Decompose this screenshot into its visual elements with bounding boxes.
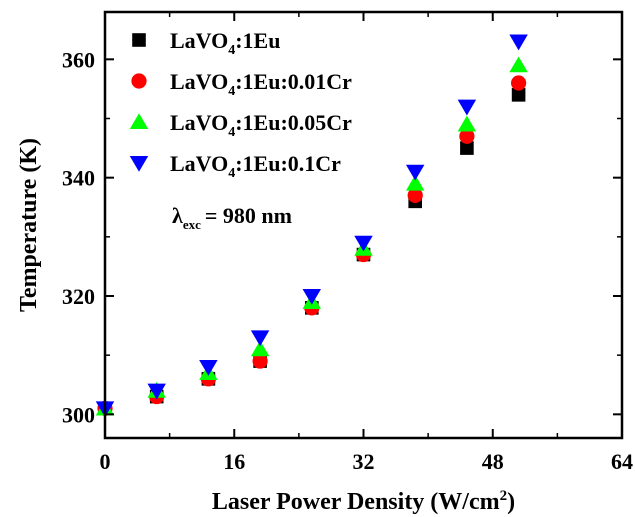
y-tick-label: 340 [62, 166, 95, 191]
data-point [199, 359, 218, 376]
legend-marker [129, 113, 149, 130]
data-point [250, 330, 270, 347]
excitation-annotation: λexc = 980 nm [172, 203, 292, 232]
data-point [405, 164, 425, 181]
data-point [457, 99, 477, 116]
axis-ticks: 0 16 32 48 64 300 320 340 360 [62, 12, 633, 474]
x-axis-label: Laser Power Density (W/cm2) [212, 488, 515, 515]
legend-label: LaVO4:1Eu:0.01Cr [170, 69, 352, 99]
legend-item-0: LaVO4:1Eu [132, 28, 280, 58]
data-point [509, 56, 528, 73]
y-axis-label: Temperature (K) [16, 138, 42, 312]
y-tick-label: 320 [62, 284, 95, 309]
data-point [510, 75, 527, 91]
y-tick-label: 360 [62, 47, 95, 72]
x-tick-label: 16 [223, 449, 245, 474]
legend-label: LaVO4:1Eu:0.1Cr [170, 151, 341, 181]
data-point [511, 88, 526, 102]
data-point [250, 340, 270, 357]
data-point [354, 235, 373, 252]
legend-marker [132, 33, 146, 47]
excitation-subscript: exc [183, 217, 201, 232]
y-tick-label: 300 [62, 402, 95, 427]
data-point [405, 174, 425, 191]
data-point [252, 353, 268, 369]
x-tick-label: 0 [100, 449, 111, 474]
legend: LaVO4:1Eu LaVO4:1Eu:0.01Cr LaVO4:1Eu:0.05C… [129, 28, 352, 181]
x-axis-label-superscript: 2 [500, 488, 508, 504]
legend-item-2: LaVO4:1Eu:0.05Cr [129, 110, 352, 140]
legend-marker [131, 73, 147, 89]
legend-item-1: LaVO4:1Eu:0.01Cr [131, 69, 352, 99]
data-point [302, 288, 322, 305]
data-point [509, 34, 528, 51]
data-point [147, 383, 166, 400]
x-tick-label: 64 [611, 449, 633, 474]
legend-label: LaVO4:1Eu:0.05Cr [170, 110, 352, 140]
legend-item-3: LaVO4:1Eu:0.1Cr [129, 151, 341, 181]
data-point [457, 115, 477, 132]
x-tick-label: 48 [482, 449, 504, 474]
data-point [460, 141, 474, 155]
data-point [459, 128, 475, 144]
legend-label: LaVO4:1Eu [170, 28, 280, 58]
data-point [407, 187, 423, 204]
data-marks [95, 34, 528, 418]
x-tick-label: 32 [353, 449, 375, 474]
legend-marker [129, 155, 149, 172]
